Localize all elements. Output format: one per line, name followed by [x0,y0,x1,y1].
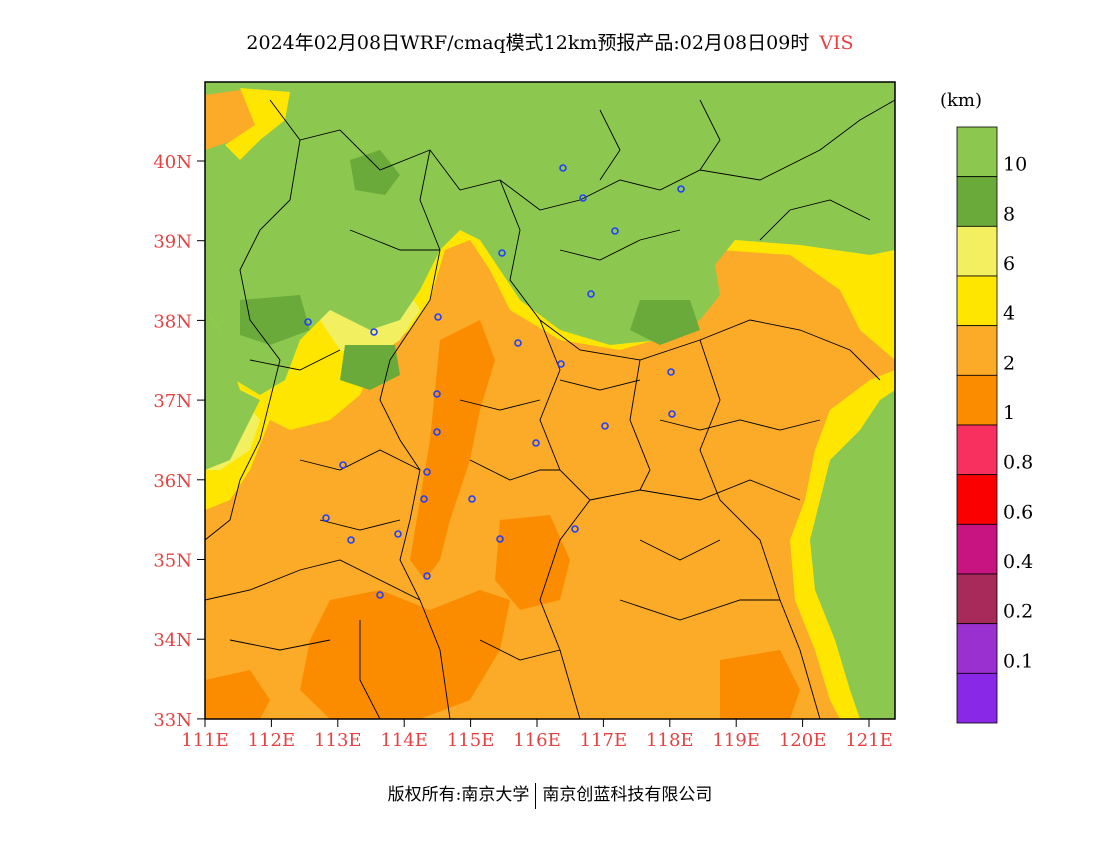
station-marker[interactable] [433,428,441,436]
legend-labels: 10 8 6 4 2 1 0.8 0.6 0.4 0.2 0.1 [1003,154,1033,673]
station-marker[interactable] [587,290,595,298]
lon-tick-label: 111E [181,730,229,751]
legend-swatch [956,126,998,178]
station-marker[interactable] [423,468,431,476]
legend-label: 0.2 [1003,601,1033,623]
field-8-10km-2 [240,295,310,345]
station-marker[interactable] [468,495,476,503]
field-1-2km-center [410,320,495,580]
lat-tick-label: 40N [153,152,192,173]
station-marker[interactable] [601,422,609,430]
city-markers [304,164,685,599]
legend-swatch [956,573,998,625]
field-1-2km-west [205,670,270,719]
legend-swatch [956,424,998,476]
lat-tick-label: 37N [153,391,192,412]
field-8-10km-3 [350,150,400,195]
field-8-10km-4 [630,300,700,345]
copyright-right: 南京创蓝科技有限公司 [542,785,713,805]
station-marker[interactable] [376,591,384,599]
station-marker[interactable] [394,530,402,538]
field-1-2km-mid [495,515,570,610]
station-marker[interactable] [322,514,330,522]
legend-label: 4 [1003,303,1015,325]
lat-tick-label: 39N [153,232,192,253]
legend-label: 0.1 [1003,650,1033,672]
lon-tick-label: 118E [646,730,694,751]
legend-swatch [956,176,998,227]
lat-tick-label: 34N [153,630,192,651]
copyright: 版权所有:南京大学 南京创蓝科技有限公司 [0,780,1100,809]
admin-boundaries [205,99,895,719]
lon-tick-label: 120E [779,730,827,751]
lon-tick-label: 114E [380,730,428,751]
map-panel[interactable] [205,82,895,719]
legend-unit: (km) [940,90,983,111]
legend-swatch [956,623,998,674]
title-variable: VIS [819,32,854,54]
station-marker[interactable] [433,390,441,398]
copyright-divider [535,782,537,809]
station-marker[interactable] [668,410,676,418]
station-marker[interactable] [514,339,522,347]
station-marker[interactable] [496,535,504,543]
lat-tick-label: 36N [153,471,192,492]
lat-tick-label: 35N [153,551,192,572]
legend-label: 10 [1003,154,1027,176]
station-marker[interactable] [347,536,355,544]
legend-swatch [956,374,998,426]
field-1-2km-east [720,650,800,719]
station-marker[interactable] [498,249,506,257]
station-marker[interactable] [611,227,619,235]
lon-tick-label: 121E [845,730,893,751]
legend-label: 8 [1003,203,1015,225]
station-marker[interactable] [420,495,428,503]
station-marker[interactable] [434,313,442,321]
station-marker[interactable] [557,360,565,368]
field-over-10km-west [205,310,260,470]
station-marker[interactable] [532,439,540,447]
field-1-2km-south [300,590,510,719]
legend-label: 6 [1003,253,1015,275]
legend-colorbar [956,126,998,724]
station-marker[interactable] [677,185,685,193]
lon-tick-label: 116E [513,730,561,751]
latitude-axis: 40N 39N 38N 37N 36N 35N 34N 33N [153,152,205,731]
station-marker[interactable] [339,461,347,469]
field-over-10km-east [810,390,895,719]
field-4-6km-corner [225,88,290,160]
legend-swatch [956,474,998,525]
station-marker[interactable] [667,368,675,376]
legend-label: 0.6 [1003,501,1033,523]
legend-swatch [956,275,998,327]
lon-tick-label: 113E [314,730,362,751]
copyright-left: 版权所有:南京大学 [387,785,530,805]
station-marker[interactable] [579,194,587,202]
station-marker[interactable] [571,525,579,533]
legend-label: 2 [1003,352,1015,374]
station-marker[interactable] [304,318,312,326]
legend-swatch [956,523,998,575]
title-main: 2024年02月08日WRF/cmaq模式12km预报产品:02月08日09时 [246,32,810,54]
lon-tick-label: 117E [580,730,628,751]
station-marker[interactable] [559,164,567,172]
lat-tick-label: 33N [153,710,192,731]
lon-tick-label: 119E [712,730,760,751]
station-marker[interactable] [370,328,378,336]
station-marker[interactable] [423,572,431,580]
legend-swatch [956,225,998,277]
lon-tick-label: 115E [447,730,495,751]
legend-swatch [956,672,998,724]
map-title: 2024年02月08日WRF/cmaq模式12km预报产品:02月08日09时 V… [0,28,1100,55]
legend-label: 0.8 [1003,452,1033,474]
lat-tick-label: 38N [153,311,192,332]
lon-tick-label: 112E [248,730,296,751]
legend-label: 1 [1003,402,1015,424]
legend-label: 0.4 [1003,551,1033,573]
legend-swatch [956,325,998,376]
longitude-axis: 111E 112E 113E 114E 115E 116E 117E 118E 119E 120E… [181,719,893,751]
